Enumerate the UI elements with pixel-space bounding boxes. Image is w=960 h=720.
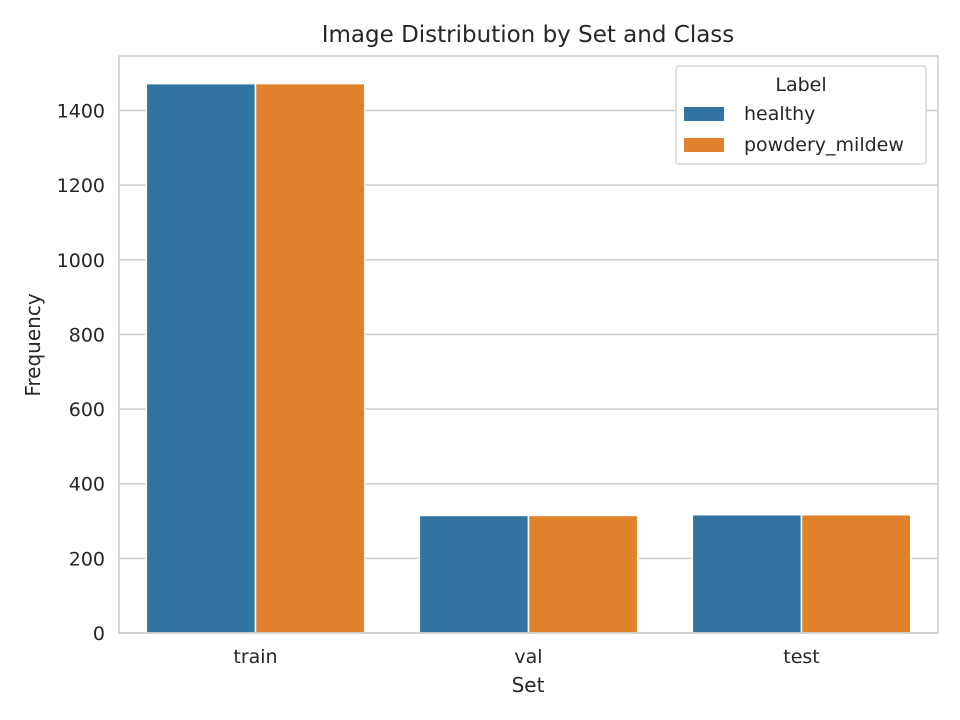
legend-label-healthy: healthy <box>744 103 815 125</box>
bar-val-powdery-mildew <box>527 514 639 634</box>
y-axis-title: Frequency <box>21 293 45 396</box>
x-axis-ticks: train val test <box>233 646 819 668</box>
y-tick-label: 0 <box>93 623 105 645</box>
bars <box>145 82 912 634</box>
y-axis-ticks: 0 200 400 600 800 1000 1200 1400 <box>57 100 105 645</box>
y-tick-label: 1200 <box>57 175 105 197</box>
legend-box <box>675 65 927 165</box>
plot-frame <box>118 55 939 634</box>
y-tick-label: 1400 <box>57 100 105 122</box>
bar-test-powdery-mildew <box>800 513 912 634</box>
y-tick-label: 800 <box>69 324 105 346</box>
legend-swatch-healthy <box>684 107 724 121</box>
chart-title: Image Distribution by Set and Class <box>322 22 735 48</box>
y-tick-label: 1000 <box>57 250 105 272</box>
y-tick-label: 600 <box>69 399 105 421</box>
legend-swatch-powdery-mildew <box>684 138 724 152</box>
legend-label-powdery-mildew: powdery_mildew <box>744 134 904 156</box>
bar-train-powdery-mildew <box>254 82 366 634</box>
legend-title: Label <box>775 74 826 96</box>
bar-test-healthy <box>691 513 803 634</box>
x-tick-label: test <box>783 646 820 668</box>
bar-val-healthy <box>418 514 530 634</box>
bar-train-healthy <box>145 82 257 634</box>
x-tick-label: train <box>233 646 277 668</box>
x-axis-title: Set <box>512 673 545 697</box>
legend: Label healthy powdery_mildew <box>675 65 927 165</box>
y-tick-label: 200 <box>69 548 105 570</box>
x-tick-label: val <box>514 646 542 668</box>
y-tick-label: 400 <box>69 474 105 496</box>
